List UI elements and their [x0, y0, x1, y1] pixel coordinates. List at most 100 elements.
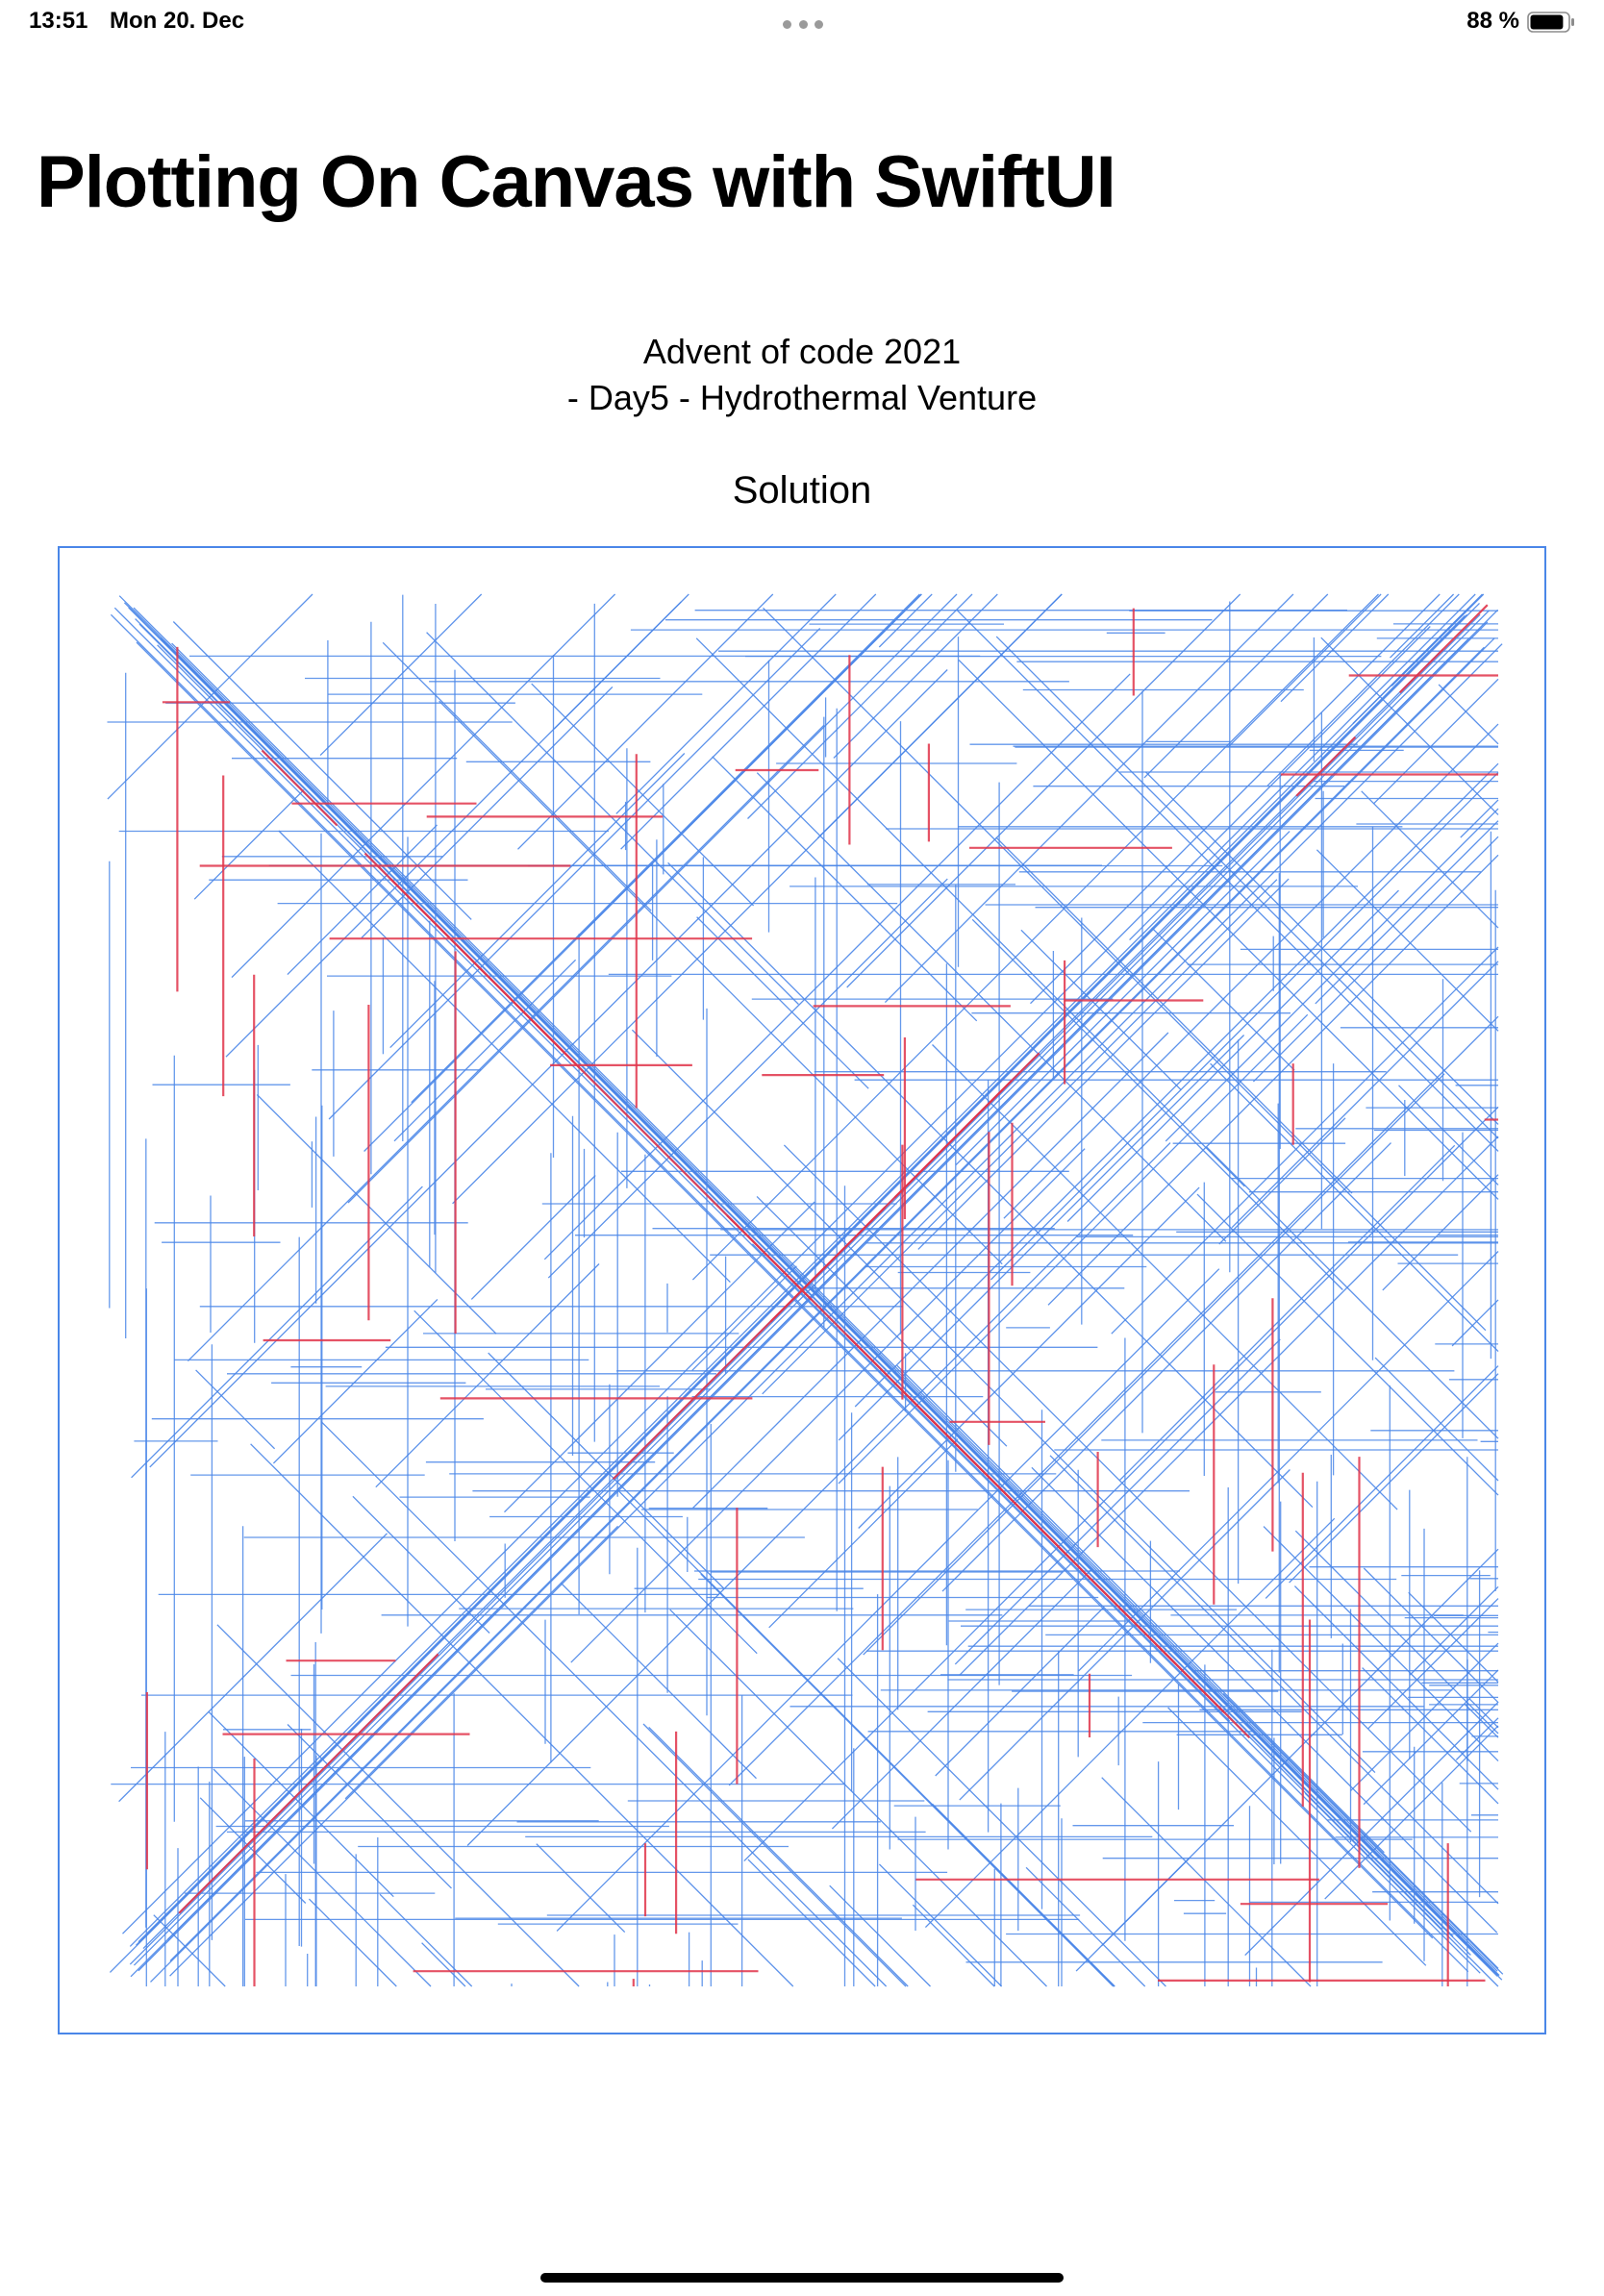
- overlap-line: [893, 1080, 1013, 1199]
- subtitle-line-2: - Day5 - Hydrothermal Venture: [566, 378, 1038, 417]
- vent-line: [1218, 1117, 1346, 1245]
- vent-line: [344, 1525, 619, 1800]
- vent-line: [199, 1797, 307, 1904]
- vent-line: [924, 1517, 1336, 1929]
- vent-line: [1047, 854, 1499, 1306]
- home-indicator[interactable]: [540, 2273, 1064, 2283]
- vent-line: [1408, 1591, 1499, 1684]
- vent-line: [1222, 1692, 1499, 1969]
- vent-line: [213, 1768, 432, 1987]
- vent-line: [113, 607, 1481, 1974]
- vent-line: [1210, 1062, 1499, 1353]
- overlap-line: [261, 749, 338, 827]
- vent-line: [1265, 1365, 1499, 1599]
- vent-line: [1391, 593, 1485, 686]
- vent-line: [691, 593, 1379, 1281]
- vent-line: [696, 916, 869, 1089]
- overlap-line: [1398, 604, 1489, 694]
- vent-line: [128, 607, 1498, 1977]
- page-title: Plotting On Canvas with SwiftUI: [37, 141, 1116, 223]
- vent-line: [1315, 820, 1499, 1005]
- vent-line: [1020, 929, 1182, 1091]
- vent-line: [1289, 1373, 1499, 1584]
- solution-canvas: [58, 546, 1546, 2034]
- vent-line: [107, 593, 313, 800]
- vent-line: [153, 1914, 226, 1987]
- vent-line: [187, 724, 825, 1362]
- vent-line: [858, 1186, 1200, 1529]
- vent-line: [878, 593, 933, 648]
- vent-line: [466, 1142, 1171, 1846]
- vent-line: [1101, 1777, 1312, 1987]
- vent-line: [712, 756, 978, 1022]
- overlap-lines-layer: [145, 604, 1498, 1986]
- vent-line: [863, 1073, 1445, 1656]
- vent-line: [1294, 1530, 1499, 1734]
- vent-line: [615, 593, 837, 814]
- vent-line: [328, 627, 821, 1120]
- vent-line: [1129, 593, 1476, 941]
- vent-lines-plot: [107, 593, 1504, 1987]
- subtitle-line-1: Advent of code 2021: [642, 332, 962, 371]
- vent-line: [1398, 1085, 1499, 1185]
- vent-line: [1352, 593, 1483, 724]
- vent-line: [133, 607, 1498, 1972]
- vent-line: [700, 1573, 1115, 1987]
- vent-line: [414, 1310, 758, 1655]
- vent-line: [884, 593, 1294, 1004]
- vent-line: [272, 1298, 439, 1464]
- vent-line: [728, 1015, 1499, 1786]
- vent-line: [1280, 593, 1390, 703]
- vent-line: [642, 1723, 907, 1987]
- vent-line: [1003, 723, 1499, 1219]
- vent-line: [1320, 636, 1499, 815]
- vent-line: [1362, 1667, 1499, 1805]
- vent-line: [504, 1201, 815, 1513]
- vent-line: [763, 607, 1487, 1332]
- vent-line: [379, 1893, 473, 1987]
- status-bar: 13:51 Mon 20. Dec 88 %: [0, 0, 1604, 46]
- vent-line: [1382, 1174, 1499, 1291]
- vent-line: [439, 700, 1003, 1265]
- vent-line: [1165, 808, 1499, 1142]
- vent-line: [1025, 1866, 1146, 1987]
- vent-line: [990, 772, 1499, 1281]
- vent-line: [747, 593, 973, 819]
- vent-line: [172, 621, 472, 920]
- vent-line: [195, 1369, 276, 1450]
- vent-line: [1390, 593, 1455, 659]
- vent-line: [287, 1724, 452, 1889]
- vent-line: [118, 1533, 388, 1803]
- vent-line: [956, 609, 1499, 1152]
- status-date: Mon 20. Dec: [110, 8, 245, 34]
- vent-line: [692, 1032, 1169, 1509]
- vent-line: [1293, 1585, 1499, 1790]
- vent-line: [912, 1904, 995, 1987]
- vent-line: [135, 618, 1454, 1937]
- vent-line: [278, 830, 731, 1284]
- overlap-line: [838, 1326, 940, 1429]
- vent-line: [287, 824, 438, 976]
- vent-line: [816, 593, 1063, 839]
- vent-line: [208, 1711, 394, 1898]
- overlap-line: [1156, 1644, 1251, 1739]
- overlap-line: [178, 1653, 439, 1914]
- vent-line: [352, 1495, 490, 1634]
- vent-line: [131, 1185, 423, 1479]
- multitasking-dots-icon[interactable]: [783, 19, 823, 29]
- vent-line: [1111, 946, 1499, 1335]
- vent-line: [320, 1420, 888, 1987]
- vent-line: [543, 673, 1131, 1260]
- vent-line: [1374, 1357, 1499, 1482]
- vent-lines-layer: [107, 593, 1504, 1987]
- vent-line: [648, 1726, 909, 1987]
- vent-line: [547, 878, 948, 1279]
- vent-line: [421, 1942, 466, 1987]
- vent-line: [1196, 1193, 1499, 1496]
- vent-line: [308, 1898, 397, 1987]
- status-time: 13:51: [29, 8, 88, 34]
- overlap-line: [1295, 736, 1357, 797]
- battery-icon: [1527, 12, 1574, 33]
- vent-line: [831, 1568, 1092, 1830]
- vent-line: [231, 593, 616, 979]
